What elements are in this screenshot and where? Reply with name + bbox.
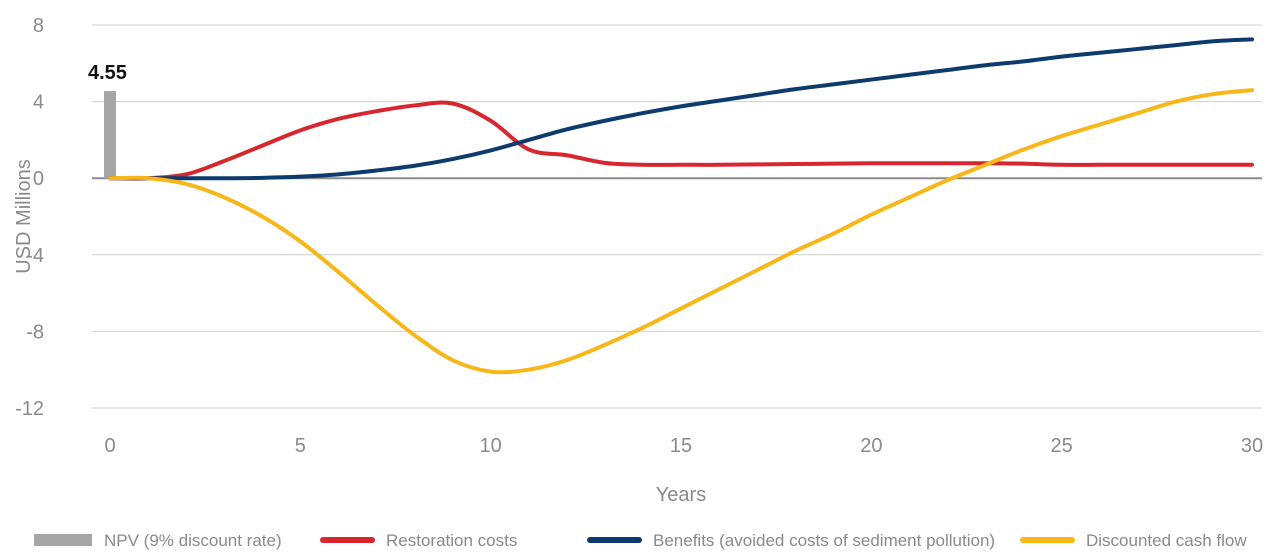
y-tick-label: 8 [33,15,44,37]
npv-value-label: 4.55 [88,62,127,84]
benefits-line [108,37,1254,181]
legend-restoration-costs: Restoration costs [320,531,517,550]
x-tick-label: 0 [104,435,115,457]
y-axis-title: USD Millions [13,159,35,273]
restoration-costs-line [108,100,1254,181]
discounted-cash-flow-line [108,88,1254,375]
legend-label: Benefits (avoided costs of sediment poll… [653,531,995,550]
npv-bar [104,91,116,179]
legend-npv: NPV (9% discount rate) [34,531,282,550]
gridlines [92,24,1262,409]
npv-bar-group: 4.55 [88,62,127,179]
x-tick-label: 5 [295,435,306,457]
x-tick-labels: 0 5 10 15 20 25 30 [104,435,1263,457]
legend-label: Discounted cash flow [1086,531,1247,550]
y-tick-label: 0 [33,168,44,190]
legend-benefits: Benefits (avoided costs of sediment poll… [587,531,995,550]
legend: NPV (9% discount rate) Restoration costs B… [34,531,1247,550]
y-tick-label: 4 [33,92,44,114]
x-tick-label: 10 [480,435,502,457]
x-tick-label: 20 [860,435,882,457]
series-lines [108,37,1254,375]
x-axis-title: Years [656,484,706,506]
legend-label: NPV (9% discount rate) [104,531,282,550]
x-tick-label: 30 [1241,435,1263,457]
legend-discounted-cash-flow: Discounted cash flow [1020,531,1247,550]
x-tick-label: 15 [670,435,692,457]
legend-label: Restoration costs [386,531,517,550]
x-tick-label: 25 [1051,435,1073,457]
legend-swatch [34,534,92,546]
y-tick-label: -12 [15,398,44,420]
y-tick-label: -4 [26,245,44,267]
y-tick-labels: 8 4 0 -4 -8 -12 [15,15,44,420]
y-tick-label: -8 [26,321,44,343]
